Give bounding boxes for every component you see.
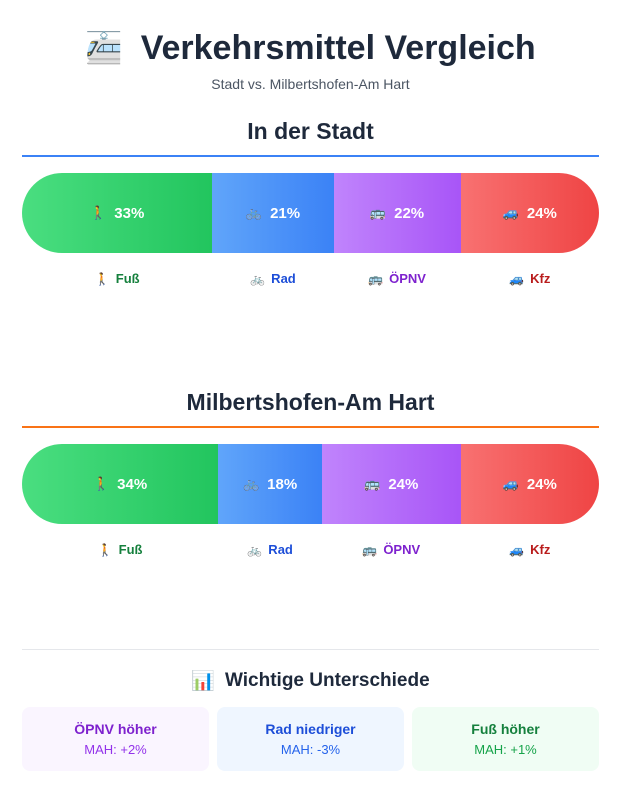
legend-item-rad: 🚲 Rad [247,542,293,557]
bar-value-label: 24% [526,475,557,493]
fuss-icon: 🚶 [92,476,110,491]
section-rule [22,426,599,428]
legend-label: Rad [271,271,296,286]
kfz-icon: 🚙 [502,476,519,491]
differences-cards: ÖPNV höher MAH: +2% Rad niedriger MAH: -… [22,707,599,771]
section-rule [22,155,599,157]
legend-label: ÖPNV [383,542,421,557]
stacked-bar: 🚶 33% 🚲 21% 🚌 22% 🚙 24% [22,173,599,253]
legend-label: ÖPNV [389,271,426,286]
bar-value-label: 24% [526,204,557,222]
legend-item-fuss: 🚶 Fuß [98,542,143,557]
page-title: 🚈 Verkehrsmittel Vergleich [0,24,621,72]
oepnv-icon: 🚌 [369,205,387,220]
difference-card-title: Rad niedriger [265,721,356,737]
fuss-icon: 🚶 [94,271,110,286]
bar-value-label: 33% [114,204,145,222]
bar-segment-kfz: 🚙 24% [460,444,599,524]
chart-section-mah: Milbertshofen-Am Hart 🚶 34% 🚲 18% 🚌 24% 🚙 24% 🚶… [22,389,599,562]
kfz-icon: 🚙 [509,271,525,286]
legend-label: Fuß [118,542,143,557]
rad-icon: 🚲 [242,476,260,491]
fuss-icon: 🚶 [97,542,113,557]
chart-section-stadt: In der Stadt 🚶 33% 🚲 21% 🚌 22% 🚙 24% 🚶 Fuß 🚲 Rad 🚌 Ö… [22,118,599,291]
legend-label: Kfz [530,271,551,286]
train-icon: 🚈 [85,31,123,65]
page-title-text: Verkehrsmittel Vergleich [140,28,536,67]
bar-value-label: 18% [267,475,298,493]
bar-segment-fuss: 🚶 33% [22,173,213,253]
bar-value-label: 34% [117,475,148,493]
section-divider [22,649,599,650]
chart-title: In der Stadt [247,118,374,144]
chart-legend: 🚶 Fuß 🚲 Rad 🚌 ÖPNV 🚙 Kfz [22,271,599,291]
chart-legend: 🚶 Fuß 🚲 Rad 🚌 ÖPNV 🚙 Kfz [22,542,599,562]
bar-segment-rad: 🚲 18% [218,444,323,524]
kfz-icon: 🚙 [509,542,525,557]
difference-card: Rad niedriger MAH: -3% [217,707,404,771]
difference-card-value: MAH: +1% [474,742,537,757]
difference-card-title: Fuß höher [471,721,540,737]
bar-chart-icon: 📊 [191,671,215,692]
legend-item-oepnv: 🚌 ÖPNV [368,271,426,286]
legend-label: Rad [268,542,293,557]
legend-item-oepnv: 🚌 ÖPNV [362,542,420,557]
legend-label: Fuß [115,271,140,286]
bar-segment-oepnv: 🚌 24% [322,444,461,524]
fuss-icon: 🚶 [90,205,107,220]
rad-icon: 🚲 [247,542,263,557]
legend-item-fuss: 🚶 Fuß [95,271,140,286]
oepnv-icon: 🚌 [362,542,378,557]
differences-title-text: Wichtige Unterschiede [225,670,430,691]
bar-segment-rad: 🚲 21% [212,173,334,253]
bar-segment-kfz: 🚙 24% [460,173,599,253]
kfz-icon: 🚙 [502,205,519,220]
difference-card-value: MAH: +2% [84,742,147,757]
bar-segment-fuss: 🚶 34% [22,444,219,524]
difference-card: Fuß höher MAH: +1% [412,707,599,771]
page-header: 🚈 Verkehrsmittel Vergleich Stadt vs. Mil… [0,0,621,93]
difference-card-title: ÖPNV höher [74,721,157,737]
oepnv-icon: 🚌 [364,476,381,491]
oepnv-icon: 🚌 [368,271,384,286]
rad-icon: 🚲 [245,205,263,220]
bar-segment-oepnv: 🚌 22% [333,173,461,253]
legend-item-rad: 🚲 Rad [250,271,296,286]
bar-value-label: 21% [270,204,301,222]
legend-item-kfz: 🚙 Kfz [509,542,550,557]
bar-value-label: 22% [394,204,425,222]
rad-icon: 🚲 [250,271,266,286]
page-subtitle: Stadt vs. Milbertshofen-Am Hart [211,76,410,92]
bar-value-label: 24% [388,475,419,493]
legend-label: Kfz [530,542,551,557]
differences-title: 📊 Wichtige Unterschiede [0,669,621,693]
difference-card-value: MAH: -3% [280,742,341,757]
difference-card: ÖPNV höher MAH: +2% [22,707,209,771]
stacked-bar: 🚶 34% 🚲 18% 🚌 24% 🚙 24% [22,444,599,524]
legend-item-kfz: 🚙 Kfz [509,271,550,286]
chart-title: Milbertshofen-Am Hart [186,389,435,415]
